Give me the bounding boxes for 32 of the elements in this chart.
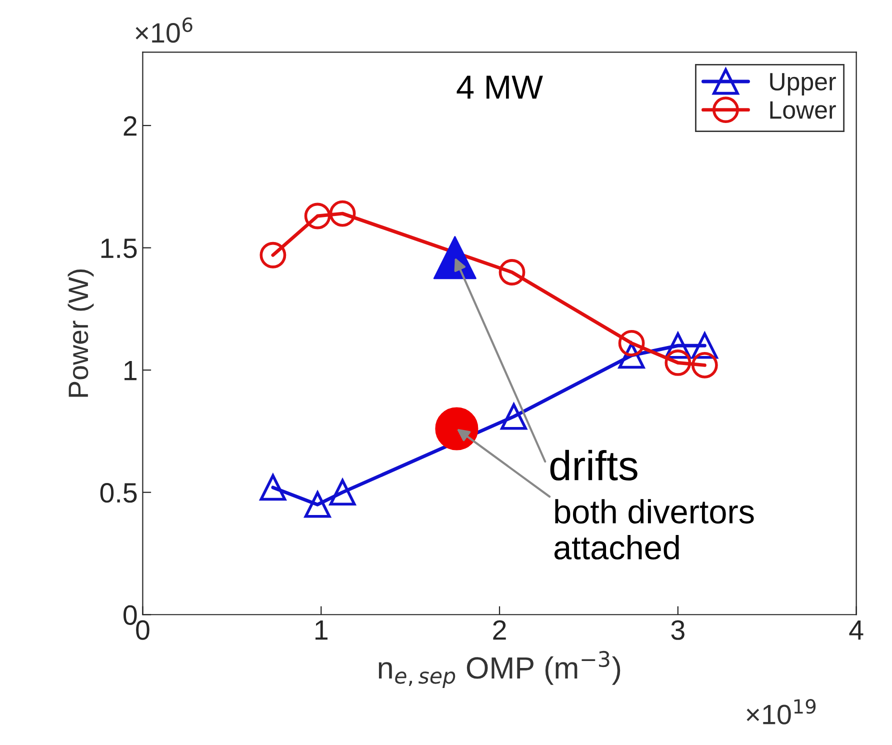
legend-label: Upper	[770, 73, 836, 96]
point	[691, 332, 718, 359]
point	[498, 259, 526, 286]
annotation: drifts	[550, 450, 638, 481]
point	[664, 350, 692, 376]
y-tick-label: 0	[123, 605, 137, 625]
point	[500, 403, 527, 430]
y-axis-title: Power (W)	[68, 270, 94, 397]
point	[260, 474, 286, 501]
text: ×10$^{6}$	[136, 17, 192, 43]
annotation: both divertors attached	[554, 499, 754, 560]
x-tick-label: 3	[671, 620, 684, 640]
y-tick-label: 0.5	[100, 483, 137, 503]
point	[304, 202, 331, 230]
x-tick-label: 0	[136, 620, 150, 640]
point	[618, 330, 645, 356]
point	[691, 352, 718, 378]
text: ×10$^{19}$	[746, 699, 816, 724]
x-tick-label: 4	[849, 620, 864, 640]
point	[304, 491, 331, 518]
y-tick-label: 1	[124, 361, 137, 380]
y-tick-label: 1.5	[101, 238, 137, 258]
x-axis-title: n$_{e,sep}$ OMP (m$^{−3}$)	[378, 650, 620, 688]
point	[435, 407, 478, 450]
annotation: 4 MW	[456, 76, 543, 99]
x-tick-label: 2	[493, 620, 506, 640]
point	[260, 242, 286, 268]
legend-label: Lower	[770, 101, 836, 119]
y-tick-label: 2	[124, 116, 136, 136]
point	[329, 200, 356, 227]
point	[329, 479, 356, 506]
x-tick-label: 1	[316, 620, 328, 640]
